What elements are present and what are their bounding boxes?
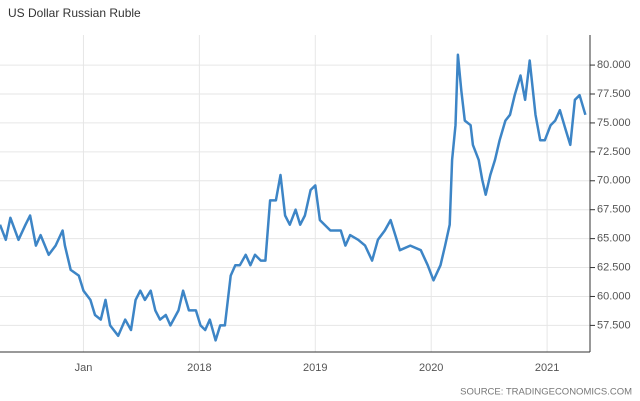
y-tick-label: 80.000 <box>597 59 631 71</box>
y-tick-label: 75.000 <box>597 117 631 129</box>
y-tick-label: 60.000 <box>597 290 631 302</box>
y-tick-label: 77.500 <box>597 88 631 100</box>
y-tick-label: 65.000 <box>597 233 631 245</box>
source: SOURCE: TRADINGECONOMICS.COM <box>460 387 632 398</box>
x-tick-label: Jan <box>75 362 93 374</box>
y-tick-label: 67.500 <box>597 204 631 216</box>
y-tick-label: 70.000 <box>597 175 631 187</box>
x-tick-label: 2020 <box>419 362 443 374</box>
chart-title: US Dollar Russian Ruble <box>8 6 141 20</box>
y-tick-label: 57.500 <box>597 319 631 331</box>
y-tick-label: 62.500 <box>597 261 631 273</box>
x-tick-label: 2018 <box>187 362 211 374</box>
x-tick-label: 2021 <box>535 362 559 374</box>
y-tick-label: 72.500 <box>597 146 631 158</box>
line <box>0 53 587 342</box>
x-tick-label: 2019 <box>303 362 327 374</box>
